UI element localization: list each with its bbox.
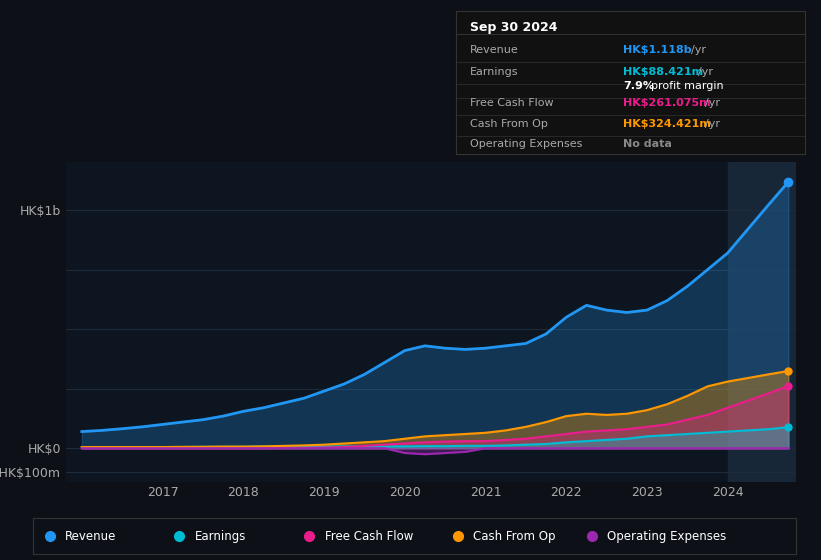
Text: Earnings: Earnings: [195, 530, 246, 543]
Text: Operating Expenses: Operating Expenses: [607, 530, 727, 543]
Text: HK$88.421m: HK$88.421m: [623, 67, 704, 77]
Text: HK$324.421m: HK$324.421m: [623, 119, 711, 129]
Bar: [727, 162, 796, 482]
Text: Revenue: Revenue: [65, 530, 117, 543]
Text: Free Cash Flow: Free Cash Flow: [324, 530, 413, 543]
Text: HK$261.075m: HK$261.075m: [623, 99, 711, 108]
Text: /yr: /yr: [698, 67, 713, 77]
Text: 7.9%: 7.9%: [623, 81, 654, 91]
Text: Sep 30 2024: Sep 30 2024: [470, 21, 557, 34]
Text: Revenue: Revenue: [470, 45, 518, 55]
Text: Operating Expenses: Operating Expenses: [470, 139, 582, 149]
Text: profit margin: profit margin: [651, 81, 723, 91]
Text: Earnings: Earnings: [470, 67, 518, 77]
Text: Free Cash Flow: Free Cash Flow: [470, 99, 553, 108]
Text: Cash From Op: Cash From Op: [470, 119, 548, 129]
Text: /yr: /yr: [705, 99, 721, 108]
Text: /yr: /yr: [690, 45, 706, 55]
Text: HK$1.118b: HK$1.118b: [623, 45, 692, 55]
Text: No data: No data: [623, 139, 672, 149]
Text: /yr: /yr: [705, 119, 721, 129]
Text: Cash From Op: Cash From Op: [474, 530, 556, 543]
